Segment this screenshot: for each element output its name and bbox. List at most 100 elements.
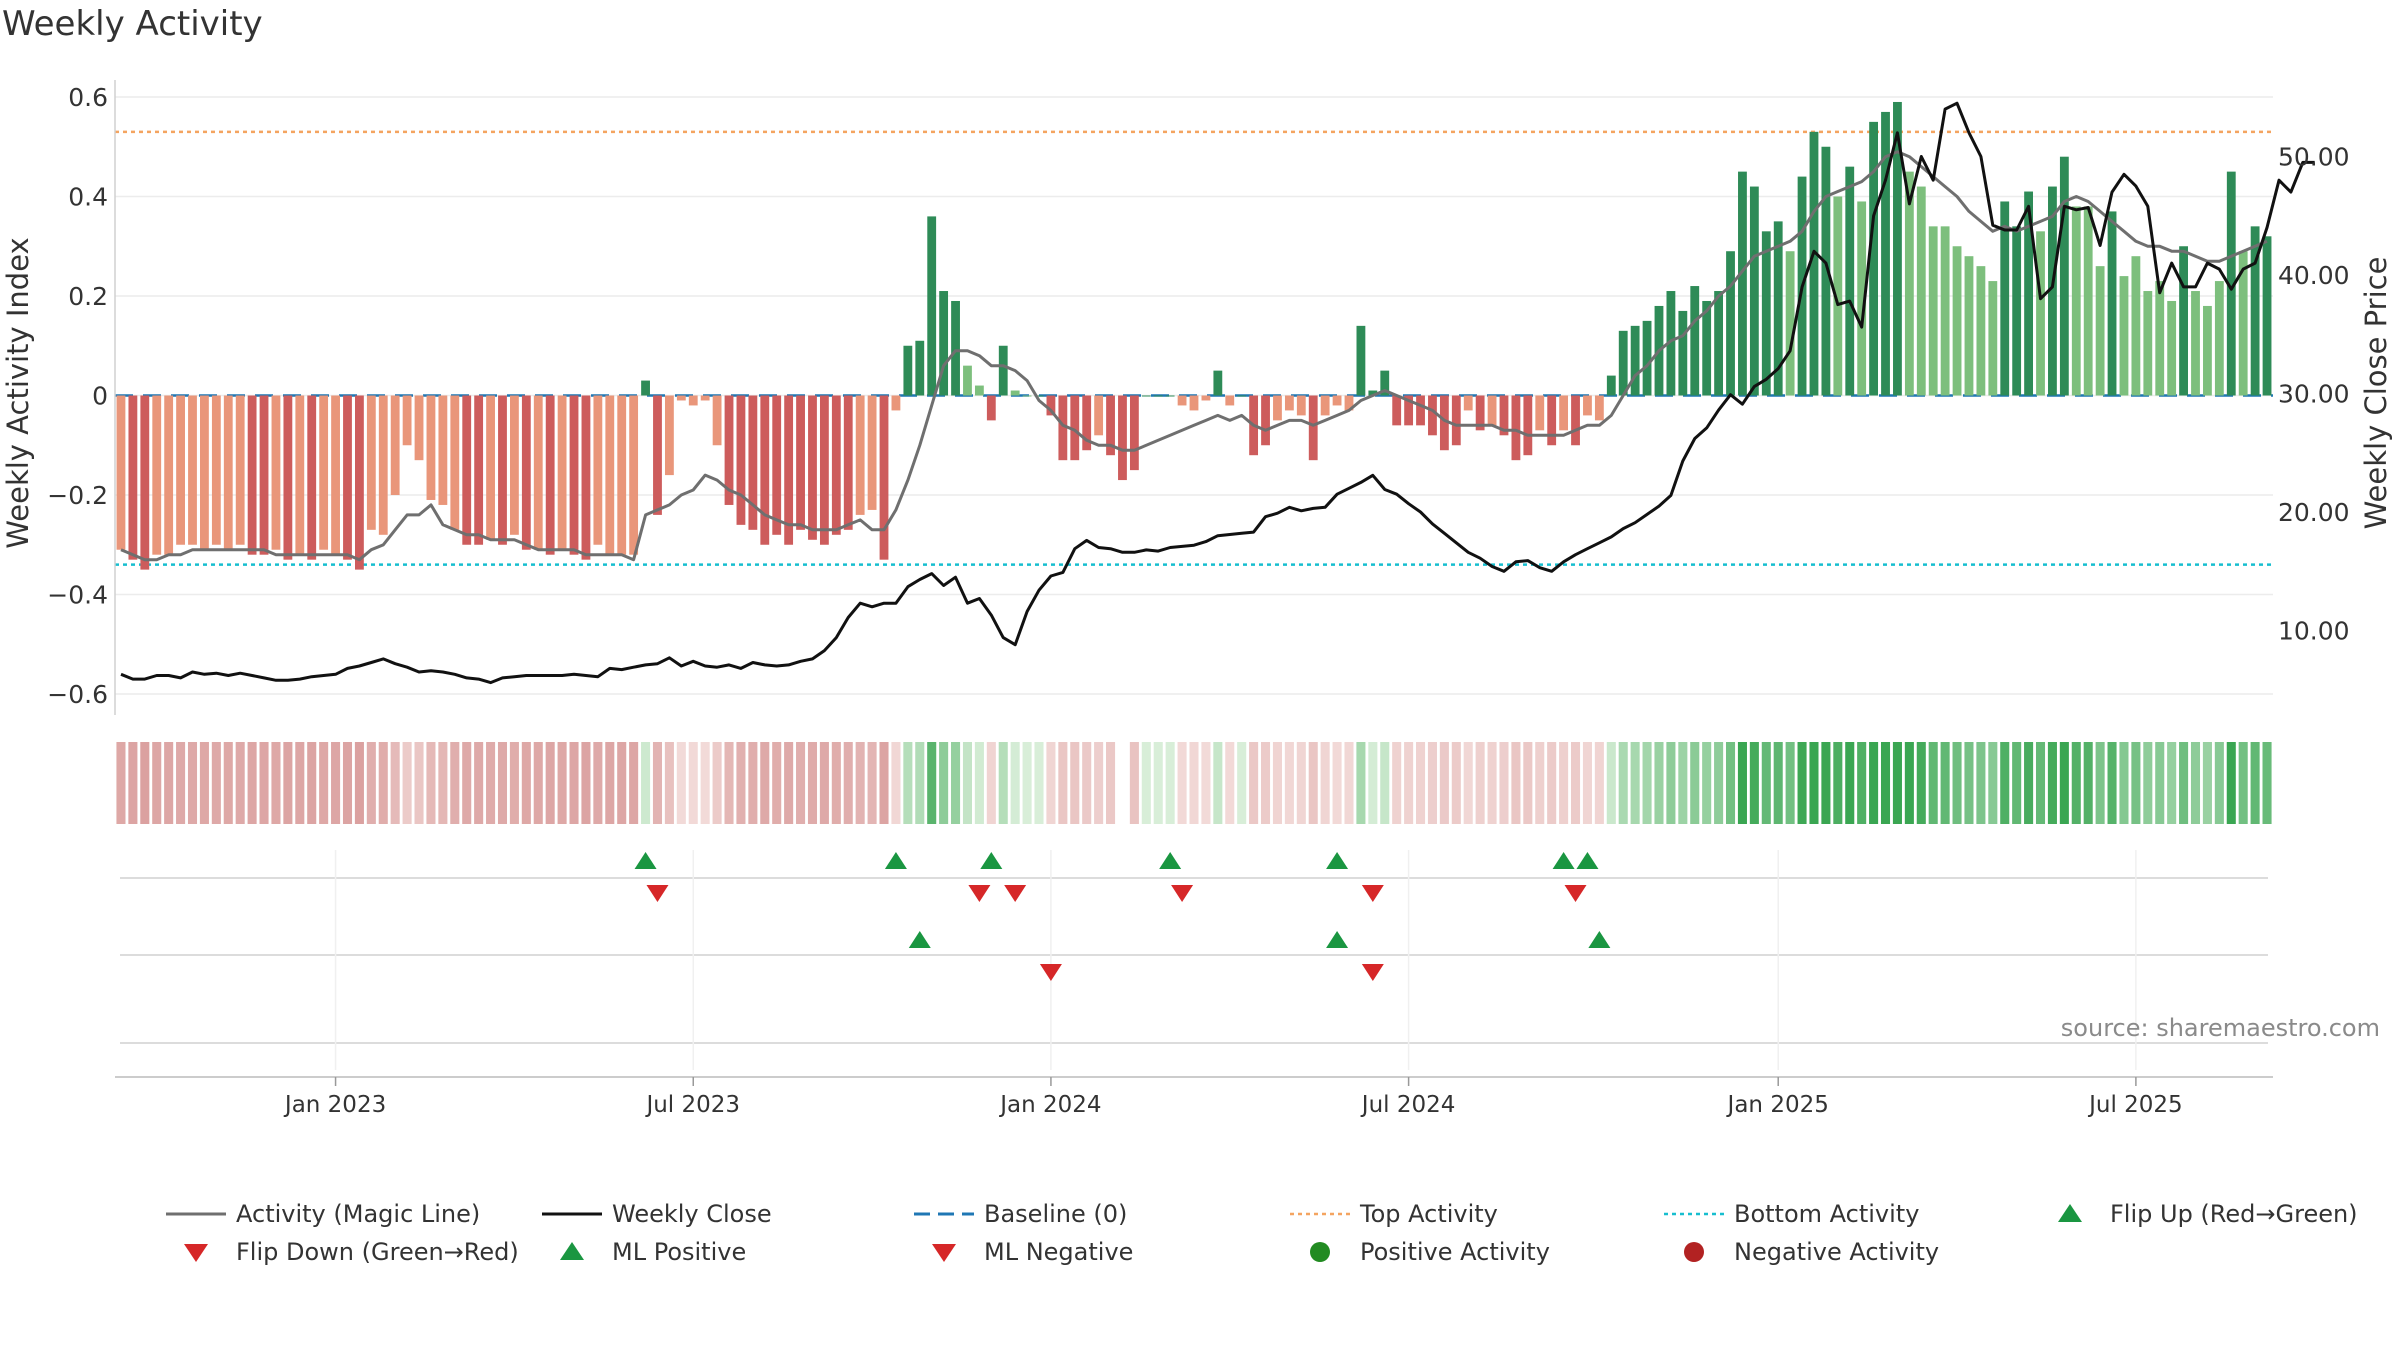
activity-bar <box>533 395 543 550</box>
activity-bar <box>1129 395 1139 471</box>
x-tick-label: Jul 2025 <box>2087 1092 2183 1118</box>
activity-bar <box>1082 395 1092 451</box>
activity-bar <box>1726 251 1735 396</box>
activity-bar <box>1177 395 1187 406</box>
strip-cell <box>1714 742 1724 824</box>
activity-bar <box>1535 395 1545 431</box>
activity-bar <box>498 395 507 545</box>
triangle-down-icon <box>166 1240 226 1264</box>
activity-bar <box>211 395 221 545</box>
strip-cell <box>843 742 853 824</box>
activity-bar <box>688 395 698 406</box>
activity-bar <box>581 395 591 560</box>
strip-cell <box>2131 742 2141 824</box>
strip-cell <box>187 742 198 824</box>
activity-bar <box>1463 395 1473 411</box>
activity-bar <box>1320 395 1330 416</box>
strip-cell <box>962 742 973 824</box>
legend-label: Positive Activity <box>1360 1238 1550 1266</box>
legend-swatch-line <box>542 1202 602 1226</box>
activity-bar <box>1583 395 1592 416</box>
dot-icon <box>1664 1240 1724 1264</box>
strip-cell <box>1439 742 1449 824</box>
activity-bar <box>223 395 233 550</box>
activity-bar <box>1273 395 1282 421</box>
activity-bar <box>974 385 984 396</box>
activity-bar <box>2119 276 2129 396</box>
strip-cell <box>879 742 889 824</box>
strip-cell <box>307 742 317 824</box>
legend-swatch-dashed <box>914 1202 974 1226</box>
activity-bar <box>1416 395 1425 426</box>
legend-item-weekly-close: Weekly Close <box>542 1200 772 1228</box>
strip-cell <box>1475 742 1485 824</box>
magic-line-series <box>120 150 2268 562</box>
activity-bar <box>1428 395 1437 436</box>
strip-cell <box>1225 742 1235 824</box>
legend-swatch-dotted <box>1290 1202 1350 1226</box>
activity-bar <box>1547 395 1557 446</box>
activity-bar <box>1094 395 1104 436</box>
strip-cell <box>1404 742 1414 824</box>
strip-cell <box>1249 742 1259 824</box>
flip-down-marker <box>646 885 669 902</box>
strip-cell <box>247 742 257 824</box>
activity-bar <box>1153 395 1163 397</box>
activity-bar <box>2238 251 2248 396</box>
activity-bar <box>188 395 197 545</box>
strip-cell <box>283 742 293 824</box>
y2-tick-label: 20.00 <box>2278 498 2350 527</box>
y2-tick-label: 30.00 <box>2278 380 2350 409</box>
legend: Activity (Magic Line) Weekly Close Basel… <box>0 1200 2400 1290</box>
activity-bar <box>2143 291 2153 396</box>
y2-axis-title: Weekly Close Price <box>2359 257 2393 530</box>
activity-bar <box>343 395 352 560</box>
strip-cell <box>1380 742 1390 824</box>
y-tick-label: 0.4 <box>68 183 108 212</box>
activity-bar <box>1213 370 1223 396</box>
strip-cell <box>2250 742 2260 824</box>
activity-bar <box>1106 395 1115 456</box>
strip-cell <box>1165 742 1175 824</box>
activity-bar <box>2155 281 2165 396</box>
activity-bar <box>557 395 567 550</box>
activity-bar <box>796 395 805 530</box>
activity-bar <box>1189 395 1199 411</box>
strip-cell <box>664 742 674 824</box>
strip-cell <box>1022 742 1032 824</box>
activity-bar <box>927 216 937 396</box>
strip-cell <box>474 742 484 824</box>
legend-item-flip-down: Flip Down (Green→Red) <box>166 1238 519 1266</box>
activity-bar <box>2250 226 2260 396</box>
strip-cell <box>784 742 794 824</box>
flip-down-marker <box>1564 885 1587 902</box>
activity-bar <box>1523 395 1533 456</box>
activity-bar <box>724 395 734 505</box>
flip-down-marker <box>1004 885 1027 902</box>
strip-cell <box>1046 742 1056 824</box>
strip-cell <box>2000 742 2010 824</box>
legend-label: ML Positive <box>612 1238 747 1266</box>
strip-cell <box>1976 742 1986 824</box>
ml-negative-marker <box>1361 964 1384 981</box>
strip-cell <box>259 742 269 824</box>
activity-bar <box>1487 395 1497 426</box>
y-tick-label: 0.2 <box>68 282 108 311</box>
strip-cell <box>998 742 1008 824</box>
strip-cell <box>2047 742 2057 824</box>
strip-cell <box>581 742 591 824</box>
flip-down-marker <box>968 885 991 902</box>
strip-cell <box>1785 742 1795 824</box>
flip-down-marker <box>1361 885 1384 902</box>
strip-cell <box>1869 742 1879 824</box>
legend-label: Flip Up (Red→Green) <box>2110 1200 2358 1228</box>
strip-cell <box>2119 742 2129 824</box>
legend-label: Activity (Magic Line) <box>236 1200 481 1228</box>
activity-bar <box>1642 320 1652 396</box>
activity-bar <box>414 395 424 461</box>
strip-cell <box>1094 742 1104 824</box>
strip-cell <box>1773 742 1783 824</box>
x-tick-label: Jan 2023 <box>283 1092 386 1118</box>
activity-bar <box>2000 201 2010 396</box>
strip-cell <box>1106 742 1116 824</box>
